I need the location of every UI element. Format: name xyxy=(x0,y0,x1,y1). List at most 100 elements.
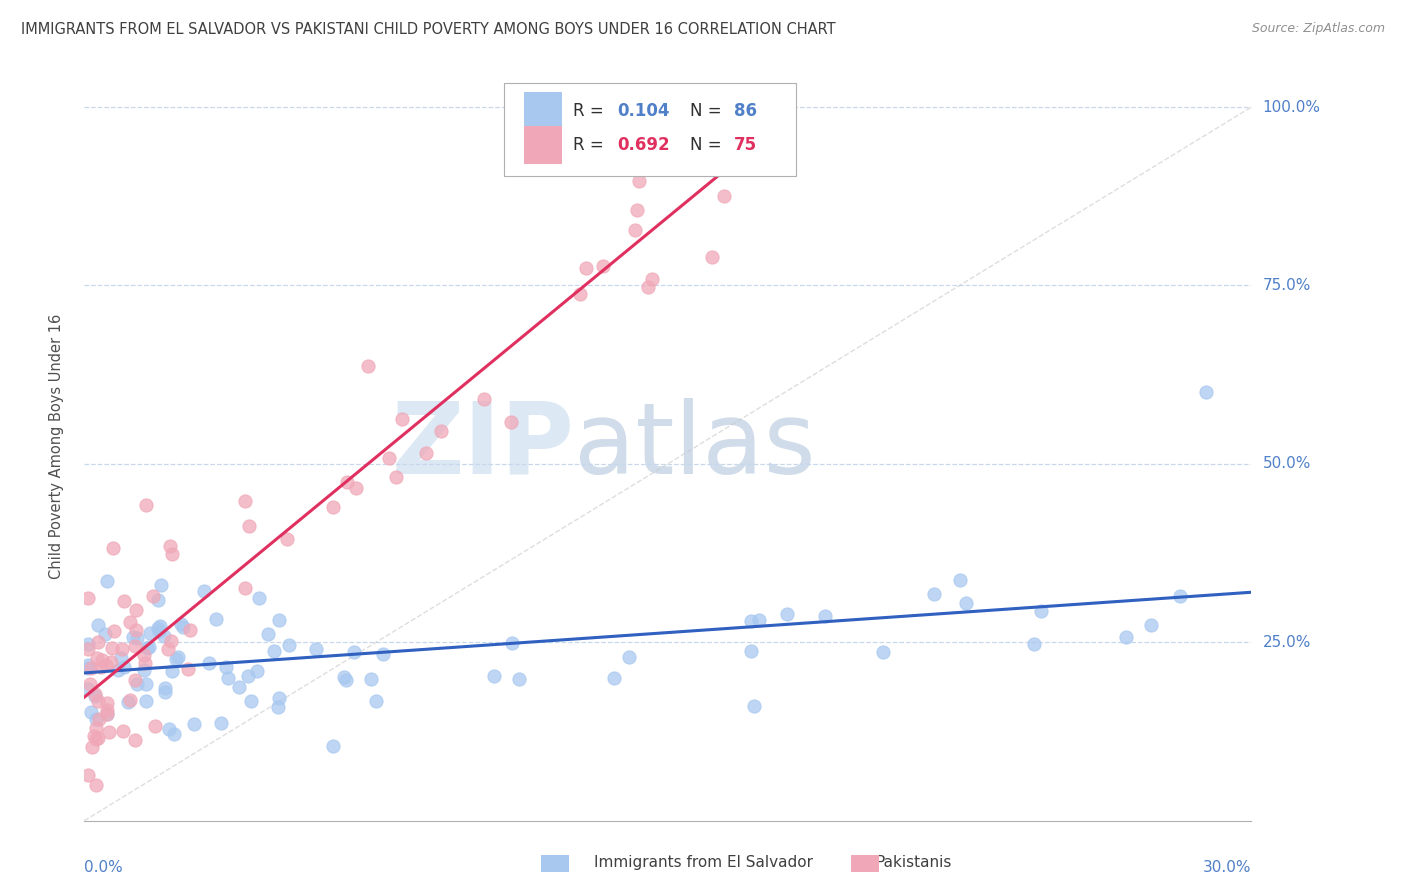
Point xyxy=(77,641,100,656)
Point xyxy=(385,470,408,484)
Point xyxy=(120,615,142,629)
Point xyxy=(160,633,183,648)
Point xyxy=(575,261,598,276)
Point xyxy=(77,658,100,673)
Point xyxy=(127,631,149,645)
Point xyxy=(740,614,762,628)
Point xyxy=(156,642,179,657)
Point xyxy=(107,664,129,678)
Point xyxy=(80,739,103,754)
Text: 75.0%: 75.0% xyxy=(1263,278,1310,293)
Bar xyxy=(524,126,561,163)
Point xyxy=(269,691,291,706)
Point xyxy=(127,677,149,691)
Text: 100.0%: 100.0% xyxy=(1263,100,1320,114)
Text: Immigrants from El Salvador: Immigrants from El Salvador xyxy=(593,855,813,870)
Point xyxy=(233,494,256,508)
Point xyxy=(111,641,134,656)
Point xyxy=(124,673,146,687)
Point xyxy=(160,665,183,679)
Point xyxy=(160,547,183,561)
Point xyxy=(569,286,592,301)
Point xyxy=(98,724,121,739)
Point xyxy=(278,638,301,652)
Point xyxy=(343,645,366,659)
Text: 0.692: 0.692 xyxy=(617,136,671,153)
Point xyxy=(205,612,228,626)
Point xyxy=(238,518,260,533)
Point xyxy=(700,250,723,264)
Point xyxy=(948,573,970,587)
Point xyxy=(233,581,256,595)
Point xyxy=(603,671,626,685)
Point xyxy=(740,644,762,658)
Text: atlas: atlas xyxy=(575,398,815,494)
Text: 0.104: 0.104 xyxy=(617,102,671,120)
Point xyxy=(617,650,640,665)
Text: 25.0%: 25.0% xyxy=(1263,635,1310,649)
Point xyxy=(138,640,160,654)
Point xyxy=(153,685,176,699)
Point xyxy=(170,616,193,631)
Point xyxy=(149,578,172,592)
Point xyxy=(249,591,271,605)
Point xyxy=(134,663,156,677)
Point xyxy=(1195,385,1218,400)
Point xyxy=(125,623,148,637)
Point xyxy=(86,650,108,665)
Point xyxy=(215,660,238,674)
Point xyxy=(132,648,155,662)
Point xyxy=(87,634,110,648)
Point xyxy=(143,719,166,733)
Point xyxy=(112,660,135,674)
Text: IMMIGRANTS FROM EL SALVADOR VS PAKISTANI CHILD POVERTY AMONG BOYS UNDER 16 CORRE: IMMIGRANTS FROM EL SALVADOR VS PAKISTANI… xyxy=(21,22,835,37)
Point xyxy=(80,661,103,675)
Text: ZIP: ZIP xyxy=(392,398,575,494)
Point xyxy=(83,687,105,701)
Point xyxy=(228,680,250,694)
Point xyxy=(135,694,157,708)
Point xyxy=(87,694,110,708)
Point xyxy=(776,607,799,621)
Point xyxy=(335,673,357,687)
Point xyxy=(118,693,141,707)
Point xyxy=(167,650,190,665)
Point xyxy=(742,699,765,714)
Point xyxy=(626,202,648,217)
Point xyxy=(209,716,232,731)
Point xyxy=(96,707,118,722)
Point xyxy=(628,174,651,188)
Point xyxy=(371,647,394,661)
Point xyxy=(643,149,665,163)
Point xyxy=(84,721,107,735)
Point xyxy=(96,574,118,589)
Point xyxy=(90,652,112,666)
Point xyxy=(79,677,101,691)
Point xyxy=(322,500,344,514)
Point xyxy=(77,591,100,605)
Y-axis label: Child Poverty Among Boys Under 16: Child Poverty Among Boys Under 16 xyxy=(49,313,63,579)
Point xyxy=(77,682,100,697)
Point xyxy=(955,597,977,611)
Point xyxy=(90,660,112,674)
Point xyxy=(276,532,298,546)
Point xyxy=(84,778,107,792)
Point xyxy=(153,629,176,643)
Point xyxy=(263,644,285,658)
Point xyxy=(217,671,239,685)
Point xyxy=(322,739,344,753)
Text: N =: N = xyxy=(690,102,727,120)
Point xyxy=(84,712,107,726)
Point xyxy=(357,359,380,373)
Point xyxy=(501,635,523,649)
Point xyxy=(124,732,146,747)
Point xyxy=(157,722,180,736)
Point xyxy=(305,642,328,657)
Point xyxy=(94,627,117,641)
Point xyxy=(96,703,118,717)
Point xyxy=(101,641,124,656)
Point xyxy=(77,661,100,675)
Point xyxy=(124,639,146,653)
Point xyxy=(94,658,117,673)
Point xyxy=(153,681,176,696)
